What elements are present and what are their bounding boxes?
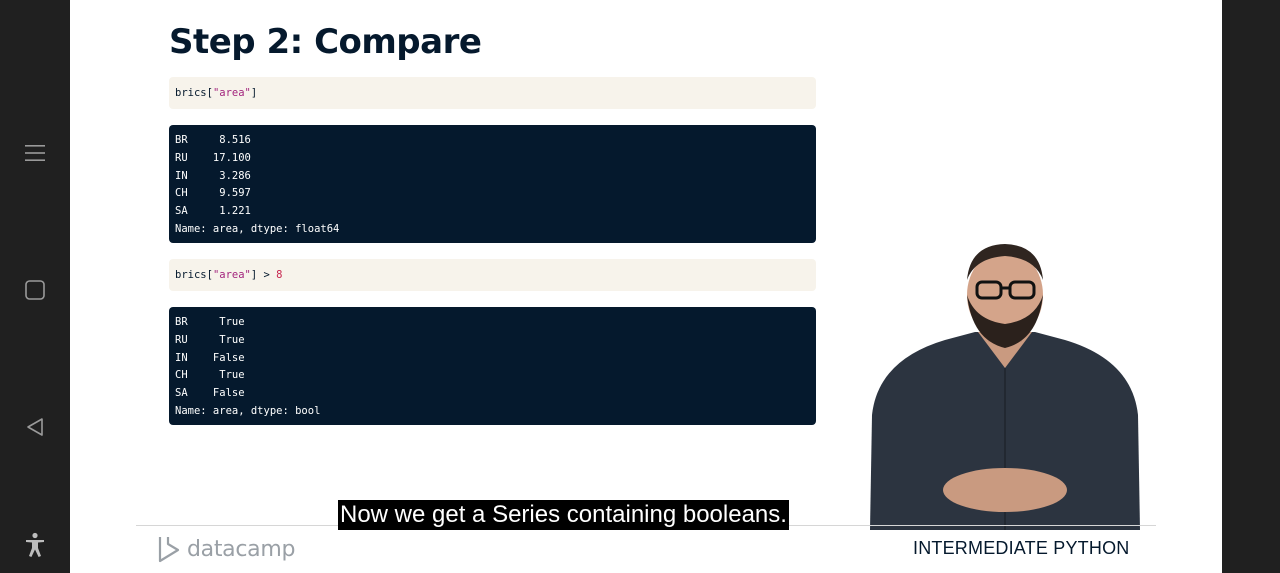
overview-button[interactable]	[0, 270, 70, 310]
output-line: BR True	[175, 316, 245, 328]
code-number-token: 8	[276, 269, 283, 281]
right-side-bar	[1222, 0, 1280, 573]
slide-title: Step 2: Compare	[169, 22, 482, 62]
video-slide: Step 2: Compare brics["area"] BR 8.516 RU…	[70, 0, 1222, 573]
accessibility-button[interactable]	[0, 525, 70, 565]
output-line: BR 8.516	[175, 134, 251, 146]
code-string-token: "area"	[212, 87, 251, 99]
output-line: RU 17.100	[175, 151, 251, 164]
code-text: brics[	[175, 269, 213, 281]
code-text: ]	[250, 87, 258, 99]
presenter-video	[870, 244, 1140, 530]
menu-button[interactable]	[0, 133, 70, 173]
code-input-block: brics["area"] > 8	[169, 259, 816, 291]
code-text: ] >	[250, 269, 277, 281]
subtitle-caption: Now we get a Series containing booleans.	[338, 500, 789, 530]
menu-icon	[25, 145, 45, 161]
datacamp-logo: datacamp	[157, 532, 295, 566]
code-text: brics[	[175, 87, 213, 99]
code-output-block: BR True RU True IN False CH True SA False Nam…	[169, 307, 816, 425]
output-line: CH 9.597	[175, 187, 251, 200]
code-output-block: BR 8.516 RU 17.100 IN 3.286 CH 9.597 SA 1.22…	[169, 125, 816, 243]
output-line: CH True	[175, 369, 245, 382]
output-line: Name: area, dtype: float64	[175, 222, 340, 235]
course-name: INTERMEDIATE PYTHON	[913, 538, 1130, 558]
code-string-token: "area"	[212, 269, 251, 281]
logo-text: datacamp	[187, 536, 296, 562]
output-line: RU True	[175, 333, 245, 346]
back-button[interactable]	[0, 407, 70, 447]
datacamp-logo-icon	[158, 537, 180, 563]
left-nav-bar	[0, 0, 70, 573]
output-line: SA False	[175, 387, 245, 400]
output-line: SA 1.221	[175, 205, 251, 218]
back-triangle-icon	[27, 418, 43, 436]
output-line: IN 3.286	[175, 169, 251, 182]
output-line: Name: area, dtype: bool	[175, 404, 321, 417]
code-input-block: brics["area"]	[169, 77, 816, 109]
output-line: IN False	[175, 351, 245, 364]
square-icon	[25, 280, 45, 300]
accessibility-icon	[26, 532, 44, 557]
